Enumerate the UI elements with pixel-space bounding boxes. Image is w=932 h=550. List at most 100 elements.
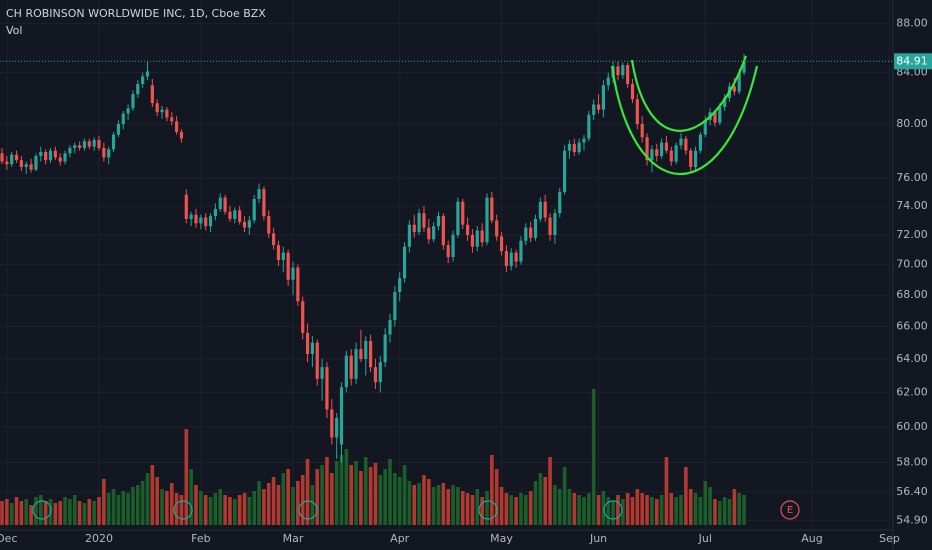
- candle-body: [645, 137, 649, 161]
- x-tick-label: Jul: [698, 532, 712, 545]
- candle-body: [194, 214, 198, 224]
- volume-bar: [218, 489, 223, 525]
- volume-bar: [698, 497, 703, 525]
- dividend-marker[interactable]: [478, 500, 498, 520]
- volume-bar: [630, 497, 635, 525]
- candle-body: [548, 217, 552, 235]
- volume-bar: [616, 495, 620, 525]
- candle-body: [344, 355, 348, 388]
- candle-body: [582, 138, 586, 143]
- dividend-marker[interactable]: [603, 500, 623, 520]
- candle-body: [456, 201, 460, 235]
- volume-bar: [276, 485, 281, 525]
- volume-bar: [68, 499, 72, 525]
- candle-body: [97, 139, 101, 148]
- candle-body: [175, 121, 179, 132]
- candle-body: [213, 208, 217, 217]
- candle-body: [179, 131, 184, 139]
- candle-body: [461, 201, 465, 225]
- candle-body: [310, 342, 314, 354]
- candle-body: [107, 149, 111, 158]
- candle-body: [242, 221, 247, 228]
- volume-bar: [654, 499, 659, 525]
- candle-body: [238, 210, 242, 222]
- volume-bar: [106, 493, 111, 525]
- volume-bar: [344, 449, 349, 525]
- candle-body: [267, 216, 271, 234]
- earnings-marker[interactable]: [780, 500, 800, 520]
- candle-body: [495, 220, 499, 237]
- volume-bar: [446, 489, 450, 525]
- candle-body: [660, 142, 664, 157]
- candle-body: [553, 213, 557, 235]
- volume-bar: [58, 501, 62, 525]
- candle-body: [160, 109, 164, 113]
- volume-bar: [718, 501, 722, 525]
- volume-bar: [140, 481, 145, 525]
- candle-body: [669, 150, 673, 162]
- candle-body: [480, 230, 484, 243]
- y-tick-label: 58.00: [896, 456, 928, 469]
- candle-body: [276, 245, 281, 261]
- volume-bar: [378, 475, 383, 525]
- candle-body: [475, 230, 479, 247]
- volume-bar: [504, 493, 509, 525]
- candle-body: [718, 107, 722, 123]
- candle-body: [373, 367, 378, 383]
- volume-bar: [383, 469, 387, 525]
- volume-bar: [591, 389, 596, 525]
- candle-body: [131, 94, 135, 109]
- volume-bar: [659, 495, 664, 525]
- candle-body: [427, 227, 431, 240]
- candle-body: [315, 342, 319, 379]
- x-tick-label: Apr: [390, 532, 410, 545]
- candle-body: [499, 236, 504, 252]
- volume-bar: [703, 481, 708, 525]
- volume-bar: [368, 467, 373, 525]
- volume-bar: [664, 457, 669, 525]
- volume-bar: [490, 455, 494, 525]
- volume-bar: [635, 489, 640, 525]
- volume-bar: [174, 493, 179, 525]
- dividend-marker[interactable]: [173, 500, 193, 520]
- dividend-marker[interactable]: [32, 500, 52, 520]
- candle-body: [58, 157, 62, 162]
- candle-body: [155, 103, 159, 113]
- volume-bar: [388, 459, 392, 525]
- candle-body: [204, 217, 208, 227]
- candle-body: [223, 197, 227, 212]
- x-tick-label: Aug: [801, 532, 822, 545]
- volume-bar: [92, 501, 96, 525]
- volume-bar: [543, 477, 547, 525]
- candle-body: [116, 123, 120, 135]
- candle-body: [354, 349, 358, 379]
- volume-bar: [436, 485, 441, 525]
- volume-bar: [460, 491, 465, 525]
- candle-body: [24, 164, 28, 167]
- volume-bar: [499, 487, 504, 525]
- volume-bar: [199, 491, 203, 525]
- candle-body: [359, 349, 363, 359]
- volume-bar: [402, 465, 407, 525]
- volume-bar: [223, 495, 227, 525]
- volume-bar: [528, 491, 533, 525]
- volume-bar: [606, 497, 611, 525]
- candle-body: [48, 150, 53, 161]
- cup-drawing: [610, 55, 759, 176]
- candle-body: [674, 145, 678, 162]
- candle-body: [689, 150, 693, 167]
- x-tick-label: Jun: [589, 532, 607, 545]
- candle-body: [218, 197, 222, 209]
- volume-bar: [524, 495, 528, 525]
- volume-bar: [257, 481, 261, 525]
- volume-bar: [213, 493, 218, 525]
- candle-body: [78, 145, 82, 148]
- candle-body: [543, 201, 547, 218]
- candle-body: [514, 252, 518, 262]
- dividend-marker[interactable]: [298, 500, 318, 520]
- volume-bar: [39, 495, 43, 525]
- volume-bar: [514, 497, 518, 525]
- volume-bar: [310, 485, 315, 525]
- x-tick-label: Sep: [879, 532, 900, 545]
- volume-bar: [533, 481, 538, 525]
